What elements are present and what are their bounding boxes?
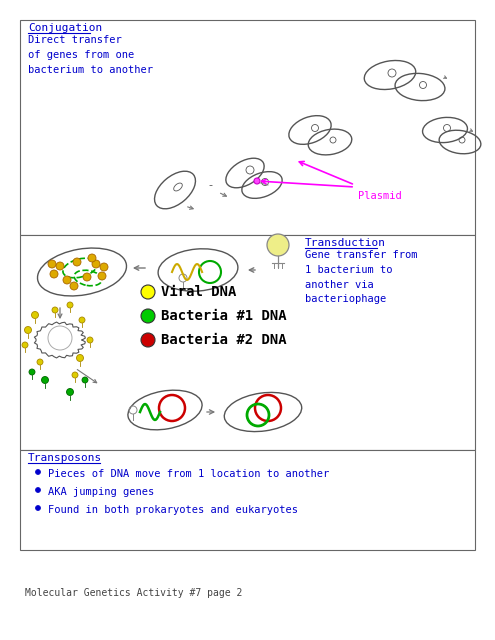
Text: Pieces of DNA move from 1 location to another: Pieces of DNA move from 1 location to an… — [48, 469, 329, 479]
Circle shape — [73, 258, 81, 266]
Text: Transduction: Transduction — [305, 238, 386, 248]
Text: Gene transfer from
1 bacterium to
another via
bacteriophage: Gene transfer from 1 bacterium to anothe… — [305, 250, 417, 305]
Circle shape — [24, 326, 32, 333]
Circle shape — [36, 506, 41, 511]
Bar — [20, 450, 475, 550]
Circle shape — [77, 355, 84, 362]
Circle shape — [56, 262, 64, 270]
Circle shape — [22, 342, 28, 348]
Text: AKA jumping genes: AKA jumping genes — [48, 487, 154, 497]
Circle shape — [72, 372, 78, 378]
Circle shape — [141, 285, 155, 299]
Circle shape — [48, 326, 72, 350]
Circle shape — [48, 260, 56, 268]
Circle shape — [92, 260, 100, 268]
Circle shape — [83, 273, 91, 281]
Circle shape — [32, 312, 39, 319]
Circle shape — [141, 333, 155, 347]
Text: Viral DNA: Viral DNA — [161, 285, 237, 299]
Circle shape — [29, 369, 35, 375]
Bar — [20, 235, 475, 450]
Circle shape — [36, 488, 41, 493]
Text: -: - — [208, 180, 212, 190]
Circle shape — [100, 263, 108, 271]
Text: Found in both prokaryotes and eukaryotes: Found in both prokaryotes and eukaryotes — [48, 505, 298, 515]
Circle shape — [52, 307, 58, 313]
Circle shape — [254, 178, 260, 184]
Circle shape — [67, 302, 73, 308]
Text: Bacteria #2 DNA: Bacteria #2 DNA — [161, 333, 287, 347]
Circle shape — [141, 309, 155, 323]
Text: Bacteria #1 DNA: Bacteria #1 DNA — [161, 309, 287, 323]
Text: Molecular Genetics Activity #7 page 2: Molecular Genetics Activity #7 page 2 — [25, 588, 243, 598]
Text: Conjugation: Conjugation — [28, 23, 102, 33]
Circle shape — [63, 276, 71, 284]
Circle shape — [88, 254, 96, 262]
Text: Direct transfer
of genes from one
bacterium to another: Direct transfer of genes from one bacter… — [28, 35, 153, 75]
Circle shape — [82, 377, 88, 383]
Text: Plasmid: Plasmid — [358, 191, 402, 201]
Circle shape — [267, 234, 289, 256]
Circle shape — [79, 317, 85, 323]
Bar — [20, 20, 475, 235]
Circle shape — [70, 282, 78, 290]
Circle shape — [98, 272, 106, 280]
Circle shape — [42, 376, 49, 383]
Circle shape — [50, 270, 58, 278]
Text: Transposons: Transposons — [28, 453, 102, 463]
Circle shape — [36, 470, 41, 474]
Circle shape — [37, 359, 43, 365]
Circle shape — [66, 388, 73, 396]
Circle shape — [87, 337, 93, 343]
